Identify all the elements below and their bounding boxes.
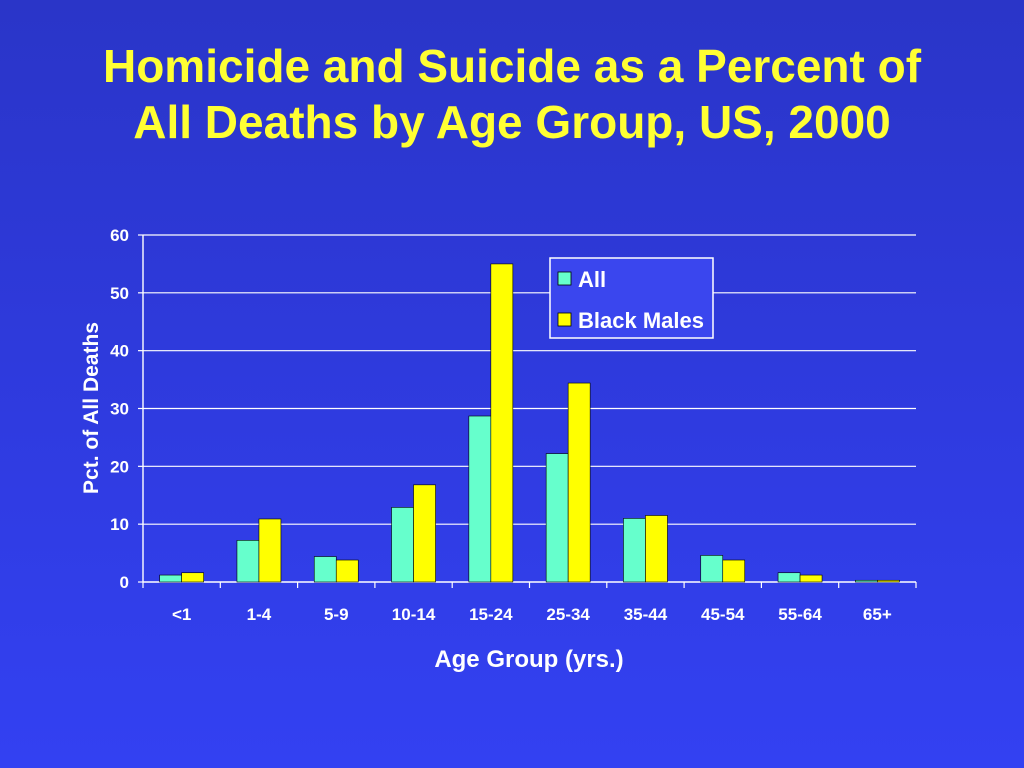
y-tick-label-60: 60 bbox=[110, 226, 129, 245]
x-axis-title: Age Group (yrs.) bbox=[434, 646, 623, 673]
bar-black-males-2 bbox=[335, 559, 359, 583]
bar-all-2 bbox=[313, 556, 337, 583]
bar-all-9 bbox=[855, 579, 878, 583]
slide-title: Homicide and Suicide as a Percent of All… bbox=[0, 38, 1024, 150]
bars bbox=[159, 263, 900, 583]
bar-all-3 bbox=[391, 507, 414, 583]
gridlines bbox=[143, 234, 916, 525]
legend-label-black-males: Black Males bbox=[578, 308, 704, 333]
bar-all-0 bbox=[159, 574, 182, 583]
y-tick-label-30: 30 bbox=[110, 400, 129, 419]
slide-title-line-1: Homicide and Suicide as a Percent of bbox=[102, 40, 922, 92]
bar-black-males-5 bbox=[567, 382, 591, 583]
axes bbox=[138, 234, 917, 588]
bar-all-8 bbox=[777, 572, 801, 583]
bar-black-males-3 bbox=[413, 484, 436, 583]
x-tick-label-4: 15-24 bbox=[469, 605, 513, 624]
bar-black-males-7 bbox=[722, 559, 746, 583]
legend: All Black Males bbox=[549, 257, 714, 339]
y-tick-label-50: 50 bbox=[110, 284, 129, 303]
x-tick-label-2: 5-9 bbox=[324, 605, 349, 624]
x-tick-label-1: 1-4 bbox=[247, 605, 272, 624]
tick-labels: 0 10 20 30 40 50 60 <1 1-4 5-9 10-14 15-24 25-34 35-4… bbox=[110, 226, 892, 624]
x-tick-label-7: 45-54 bbox=[701, 605, 745, 624]
y-tick-label-20: 20 bbox=[110, 457, 129, 476]
legend-swatch-all bbox=[557, 271, 572, 286]
x-tick-label-3: 10-14 bbox=[392, 605, 436, 624]
bar-black-males-9 bbox=[877, 579, 900, 583]
y-axis-title: Pct. of All Deaths bbox=[80, 322, 103, 494]
x-tick-label-0: <1 bbox=[172, 605, 191, 624]
legend-label-all: All bbox=[578, 267, 606, 292]
y-tick-label-10: 10 bbox=[110, 515, 129, 534]
bar-all-4 bbox=[468, 415, 492, 583]
x-tick-label-9: 65+ bbox=[863, 605, 892, 624]
legend-box bbox=[549, 257, 714, 339]
bar-black-males-0 bbox=[181, 572, 204, 583]
bar-black-males-6 bbox=[645, 515, 668, 583]
bar-all-1 bbox=[236, 540, 260, 583]
bar-black-males-8 bbox=[799, 574, 823, 583]
x-tick-label-8: 55-64 bbox=[778, 605, 822, 624]
bar-black-males-1 bbox=[258, 518, 282, 583]
x-tick-label-5: 25-34 bbox=[546, 605, 590, 624]
x-tick-label-6: 35-44 bbox=[624, 605, 668, 624]
bar-all-5 bbox=[545, 453, 569, 583]
y-tick-label-40: 40 bbox=[110, 342, 129, 361]
slide-title-line-2: All Deaths by Age Group, US, 2000 bbox=[133, 96, 891, 148]
bar-all-6 bbox=[623, 518, 646, 583]
bar-black-males-4 bbox=[490, 263, 514, 583]
y-tick-label-0: 0 bbox=[120, 573, 129, 592]
legend-swatch-black-males bbox=[557, 312, 572, 327]
bar-all-7 bbox=[700, 555, 724, 583]
